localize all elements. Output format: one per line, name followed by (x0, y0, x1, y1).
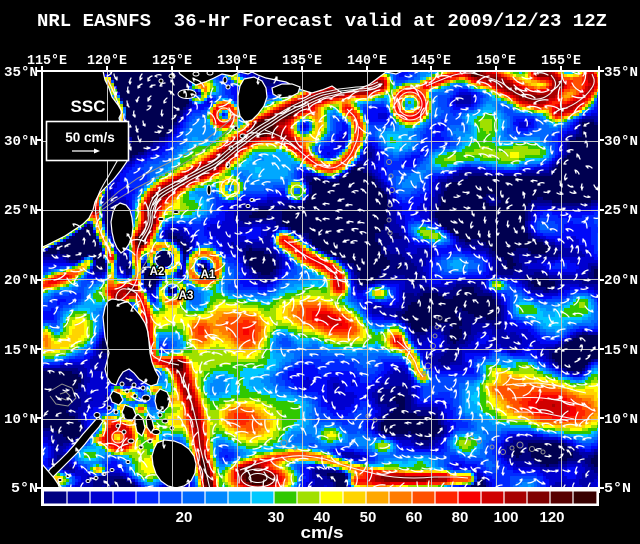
svg-text:15°N: 15°N (4, 343, 38, 359)
svg-text:20: 20 (176, 509, 193, 526)
svg-text:30°N: 30°N (4, 134, 38, 150)
svg-text:135°E: 135°E (282, 53, 322, 69)
svg-text:SSC: SSC (71, 97, 106, 116)
svg-text:A1: A1 (201, 269, 216, 281)
svg-text:125°E: 125°E (152, 53, 192, 69)
svg-text:20°N: 20°N (604, 273, 638, 289)
svg-text:50 cm/s: 50 cm/s (65, 130, 115, 145)
svg-text:35°N: 35°N (604, 65, 638, 81)
svg-text:10°N: 10°N (4, 412, 38, 428)
svg-text:30°N: 30°N (604, 134, 638, 150)
svg-text:120: 120 (539, 509, 564, 526)
svg-text:25°N: 25°N (4, 203, 38, 219)
svg-text:115°E: 115°E (27, 53, 67, 69)
svg-text:50: 50 (360, 509, 377, 526)
svg-text:150°E: 150°E (476, 53, 516, 69)
svg-text:15°N: 15°N (604, 343, 638, 359)
svg-text:35°N: 35°N (4, 65, 38, 81)
svg-text:10°N: 10°N (604, 412, 638, 428)
svg-text:25°N: 25°N (604, 203, 638, 219)
svg-text:20°N: 20°N (4, 273, 38, 289)
svg-text:A2: A2 (150, 266, 165, 278)
svg-text:145°E: 145°E (411, 53, 451, 69)
svg-text:130°E: 130°E (217, 53, 257, 69)
svg-text:5°N: 5°N (604, 481, 631, 497)
svg-text:5°N: 5°N (11, 481, 38, 497)
svg-text:80: 80 (452, 509, 469, 526)
svg-text:120°E: 120°E (87, 53, 127, 69)
svg-text:155°E: 155°E (541, 53, 581, 69)
svg-text:60: 60 (406, 509, 423, 526)
svg-text:NRL EASNFS 36-Hr Forecast val: NRL EASNFS 36-Hr Forecast valid at 2009/… (37, 11, 607, 32)
svg-text:40: 40 (314, 509, 331, 526)
svg-text:30: 30 (268, 509, 285, 526)
svg-text:cm/s: cm/s (301, 523, 344, 542)
svg-text:A3: A3 (179, 290, 194, 302)
svg-text:100: 100 (493, 509, 518, 526)
svg-text:140°E: 140°E (347, 53, 387, 69)
